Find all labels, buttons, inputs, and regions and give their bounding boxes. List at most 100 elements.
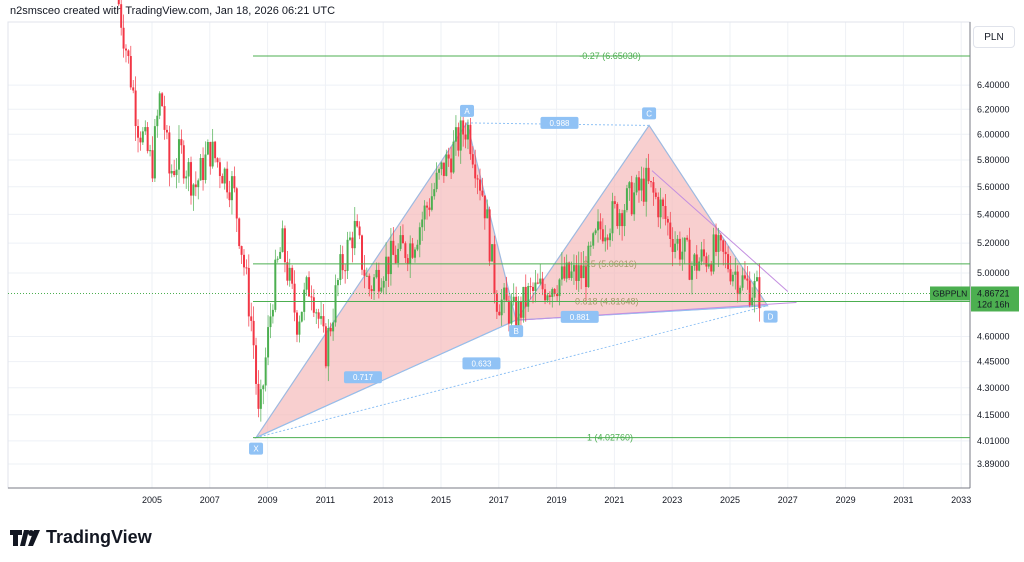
candle: [363, 269, 366, 276]
candle: [527, 286, 530, 307]
candle: [385, 256, 388, 281]
candle: [247, 267, 250, 317]
candle: [541, 278, 544, 290]
candle: [717, 235, 720, 252]
price-tick: 5.00000: [977, 268, 1010, 278]
candle: [365, 275, 368, 277]
price-tick: 4.60000: [977, 331, 1010, 341]
candle: [698, 261, 701, 271]
candle: [727, 254, 730, 270]
currency-button[interactable]: PLN: [973, 26, 1015, 48]
candle: [558, 279, 561, 297]
candle: [580, 265, 583, 279]
candle: [510, 302, 513, 324]
candle: [336, 279, 339, 286]
candle: [652, 182, 655, 193]
candle: [264, 357, 267, 386]
price-tick: 4.15000: [977, 410, 1010, 420]
candle: [404, 243, 407, 259]
ratio-label[interactable]: [343, 371, 382, 384]
time-tick: 2031: [893, 495, 913, 505]
candle: [416, 244, 419, 250]
candle: [534, 282, 537, 291]
time-tick: 2027: [778, 495, 798, 505]
candle: [230, 176, 233, 201]
candle: [245, 267, 248, 269]
candle: [202, 158, 205, 180]
price-tag: [971, 286, 1019, 312]
candle: [645, 167, 648, 202]
candle: [633, 192, 636, 215]
candle: [214, 141, 217, 159]
candle: [435, 172, 438, 190]
candle: [700, 249, 703, 262]
candle: [623, 210, 626, 227]
candle: [693, 254, 696, 266]
pivot-label[interactable]: [249, 442, 264, 455]
candle: [715, 234, 718, 252]
candle: [582, 265, 585, 279]
candle: [474, 164, 477, 179]
price-tick: 5.40000: [977, 209, 1010, 219]
candle: [293, 283, 296, 313]
price-tick: 4.45000: [977, 357, 1010, 367]
candle: [252, 320, 255, 346]
candle: [124, 48, 127, 51]
pivot-label[interactable]: [642, 107, 657, 120]
candle: [640, 178, 643, 191]
candle: [235, 188, 238, 219]
candle: [551, 289, 554, 298]
candle: [657, 196, 660, 218]
candle: [329, 327, 332, 332]
ratio-label[interactable]: [560, 310, 599, 323]
fib-level-label: -0.27 (6.65030): [579, 51, 641, 61]
candle: [666, 218, 669, 223]
candle: [683, 237, 686, 252]
ratio-label[interactable]: [540, 116, 579, 129]
wedge-resistance-line[interactable]: [651, 170, 789, 292]
pivot-label[interactable]: [763, 310, 778, 323]
candle: [356, 220, 359, 227]
tradingview-logo-icon: [10, 529, 40, 546]
candle: [758, 277, 761, 309]
candle: [322, 316, 325, 327]
chart-attribution: n2smsceo created with TradingView.com, J…: [10, 5, 336, 17]
time-tick: 2033: [951, 495, 971, 505]
candle: [503, 287, 506, 300]
candle: [452, 141, 455, 173]
candle: [161, 93, 164, 107]
candle: [233, 176, 236, 189]
candle: [736, 271, 739, 295]
ratio-label[interactable]: [462, 357, 501, 370]
candle: [705, 256, 708, 267]
candle: [647, 167, 650, 182]
candle: [572, 265, 575, 272]
candle: [298, 321, 301, 335]
candle: [659, 199, 662, 218]
time-tick: 2015: [431, 495, 451, 505]
candle: [743, 275, 746, 279]
candle: [351, 237, 354, 249]
candle: [669, 222, 672, 239]
candle: [267, 327, 270, 358]
time-tick: 2007: [200, 495, 220, 505]
candle: [575, 265, 578, 281]
candle: [459, 120, 462, 151]
candle: [755, 277, 758, 282]
candle: [216, 158, 219, 163]
pivot-label[interactable]: [509, 325, 524, 338]
candle: [500, 299, 503, 316]
candle: [512, 296, 515, 303]
candle: [476, 178, 479, 180]
candle: [187, 162, 190, 177]
candle: [690, 265, 693, 280]
candle: [729, 269, 732, 282]
candle: [662, 199, 665, 207]
candle: [209, 142, 212, 167]
pivot-label[interactable]: [460, 104, 475, 117]
candle: [312, 297, 315, 313]
candle: [199, 158, 202, 181]
candle: [445, 154, 448, 176]
candle: [642, 178, 645, 202]
